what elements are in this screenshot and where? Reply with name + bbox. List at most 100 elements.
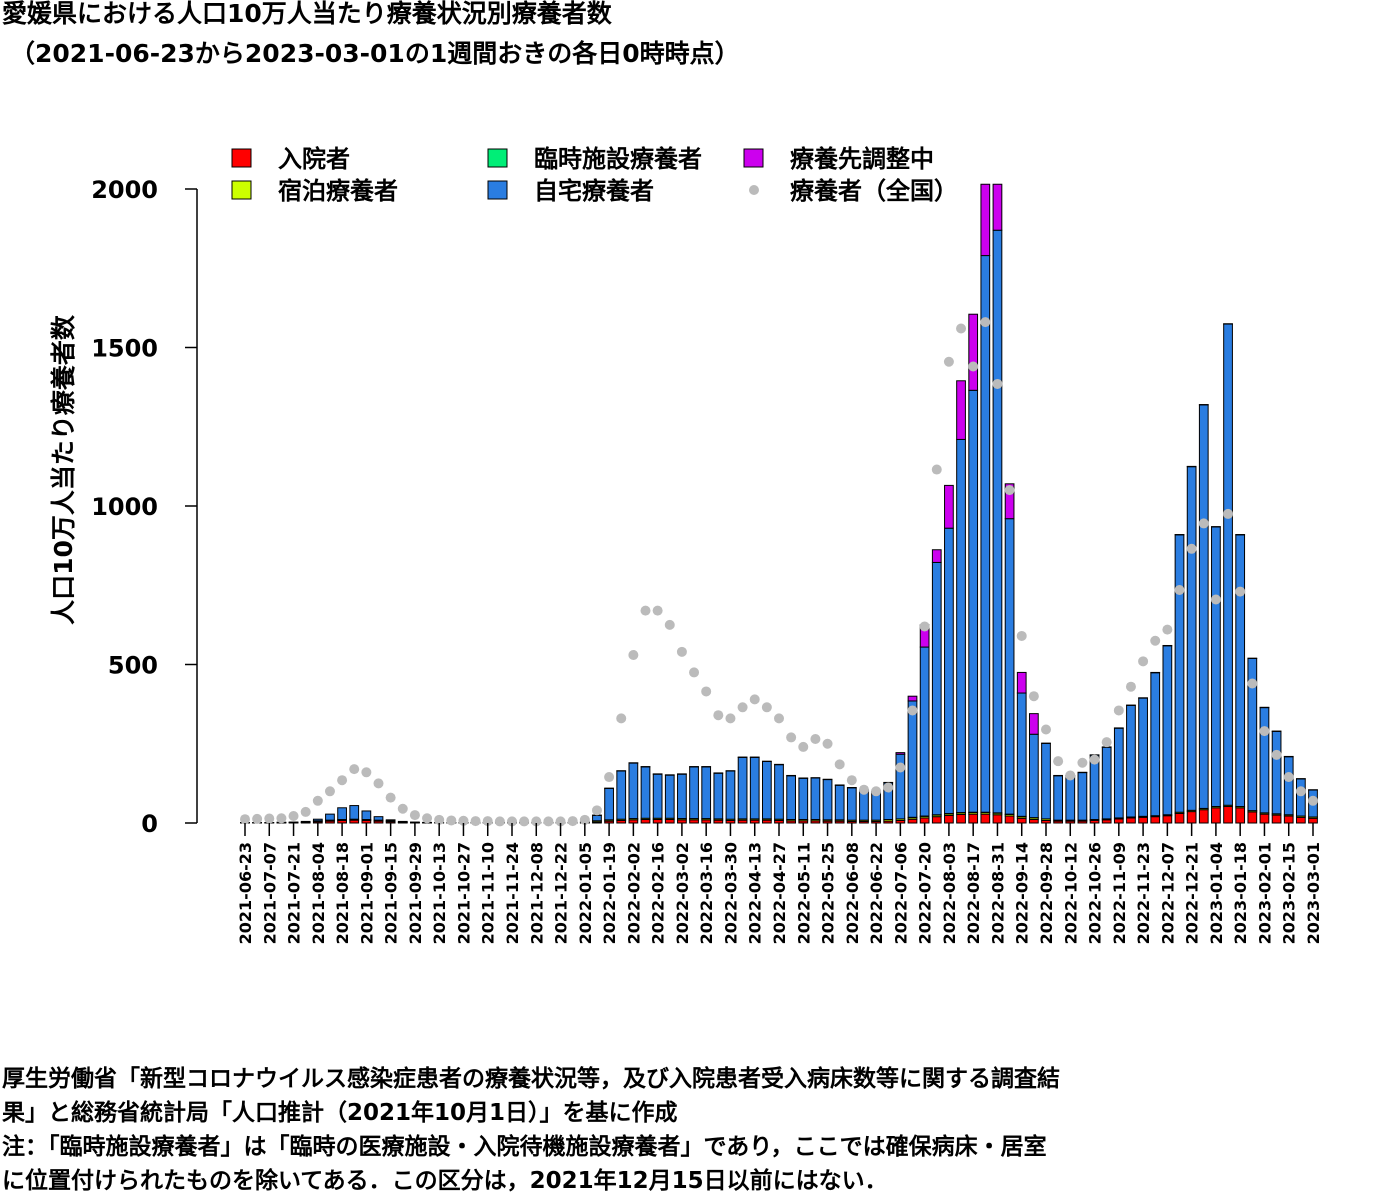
x-tick-label: 2022-04-13 (746, 842, 765, 944)
point (616, 713, 626, 723)
bar-segment (1005, 519, 1014, 814)
point (738, 702, 748, 712)
bar-segment (969, 390, 978, 812)
x-tick-label: 2022-01-19 (600, 842, 619, 944)
y-tick-label: 500 (108, 652, 158, 680)
point (1272, 750, 1282, 760)
footnote: に位置付けられたものを除いてある．この区分は，2021年12月15日以前にはない… (2, 1167, 888, 1194)
x-tick-label: 2022-03-02 (673, 842, 692, 944)
bar-segment (1029, 820, 1038, 823)
point (446, 815, 456, 825)
x-tick-label: 2021-07-07 (260, 842, 279, 944)
x-tick-label: 2022-05-25 (819, 842, 838, 944)
legend-swatch (232, 181, 251, 199)
x-tick-label: 2022-07-06 (891, 842, 910, 944)
bar-segment (1236, 535, 1245, 807)
x-tick-label: 2021-09-29 (406, 842, 425, 944)
bar-segment (338, 808, 347, 820)
point (665, 620, 675, 630)
point (689, 667, 699, 677)
bar-segment (945, 815, 954, 823)
point (628, 650, 638, 660)
bar-segment (969, 814, 978, 823)
bar-segment (301, 821, 310, 822)
point (798, 742, 808, 752)
bar-segment (993, 184, 1002, 230)
bar-segment (1029, 734, 1038, 817)
bar-segment (605, 788, 614, 819)
point (1284, 772, 1294, 782)
bar-segment (313, 819, 322, 821)
point (264, 814, 274, 824)
bar-segment (896, 753, 905, 755)
point (398, 804, 408, 814)
point (859, 785, 869, 795)
legend-swatch (749, 185, 759, 195)
bar-segment (981, 814, 990, 823)
x-tick-label: 2022-06-22 (867, 842, 886, 944)
bar-segment (1127, 705, 1136, 817)
bar-segment (386, 820, 395, 821)
point (992, 379, 1002, 389)
bar-segment (1199, 810, 1208, 823)
bar-segment (1224, 324, 1233, 805)
chart-title: 愛媛県における人口10万人当たり療養状況別療養者数 (2, 0, 613, 28)
point (1065, 770, 1075, 780)
x-tick-label: 2021-06-23 (236, 842, 255, 944)
bar-segment (1102, 747, 1111, 819)
point (519, 816, 529, 826)
bar-segment (1163, 646, 1172, 815)
y-tick-label: 1000 (91, 493, 158, 521)
point (677, 647, 687, 657)
point (240, 814, 250, 824)
legend-label: 療養者（全国） (790, 177, 958, 205)
point (1138, 656, 1148, 666)
x-tick-label: 2021-10-27 (454, 842, 473, 944)
footnote: 注：「臨時施設療養者」は「臨時の医療施設・入院待機施設療養者」であり，ここでは確… (2, 1133, 1047, 1160)
bar-segment (1175, 535, 1184, 812)
bar-segment (835, 785, 844, 820)
bar-segment (1309, 818, 1318, 823)
point (653, 606, 663, 616)
legend-label: 入院者 (278, 145, 350, 173)
point (1005, 485, 1015, 495)
point (1102, 737, 1112, 747)
bar-segment (1296, 817, 1305, 823)
legend-swatch (488, 181, 507, 199)
bar-segment (1139, 817, 1148, 823)
bar-segment (593, 815, 602, 820)
point (968, 362, 978, 372)
x-tick-label: 2021-08-18 (333, 842, 352, 944)
point (543, 816, 553, 826)
point (883, 782, 893, 792)
bar-segment (775, 765, 784, 820)
point (774, 713, 784, 723)
bar-segment (1017, 693, 1026, 816)
point (1126, 682, 1136, 692)
point (349, 764, 359, 774)
x-tick-label: 2021-12-22 (552, 842, 571, 944)
bar-segment (957, 439, 966, 812)
point (386, 793, 396, 803)
legend-label: 臨時施設療養者 (534, 145, 702, 173)
bar-segment (1029, 714, 1038, 735)
x-tick-label: 2022-05-11 (794, 842, 813, 944)
point (1029, 691, 1039, 701)
x-tick-label: 2022-04-27 (770, 842, 789, 944)
point (1259, 726, 1269, 736)
point (810, 734, 820, 744)
bar-segment (908, 819, 917, 823)
point (750, 694, 760, 704)
x-tick-label: 2021-08-04 (309, 842, 328, 944)
bar-segment (969, 314, 978, 390)
bar-segment (993, 230, 1002, 813)
bar-segment (1260, 708, 1269, 813)
bar-segment (1272, 731, 1281, 813)
bar-segment (823, 780, 832, 820)
point (1296, 786, 1306, 796)
x-tick-label: 2022-10-12 (1061, 842, 1080, 944)
point (1150, 636, 1160, 646)
point (495, 816, 505, 826)
bar-segment (1187, 812, 1196, 823)
bar-segment (653, 820, 662, 823)
